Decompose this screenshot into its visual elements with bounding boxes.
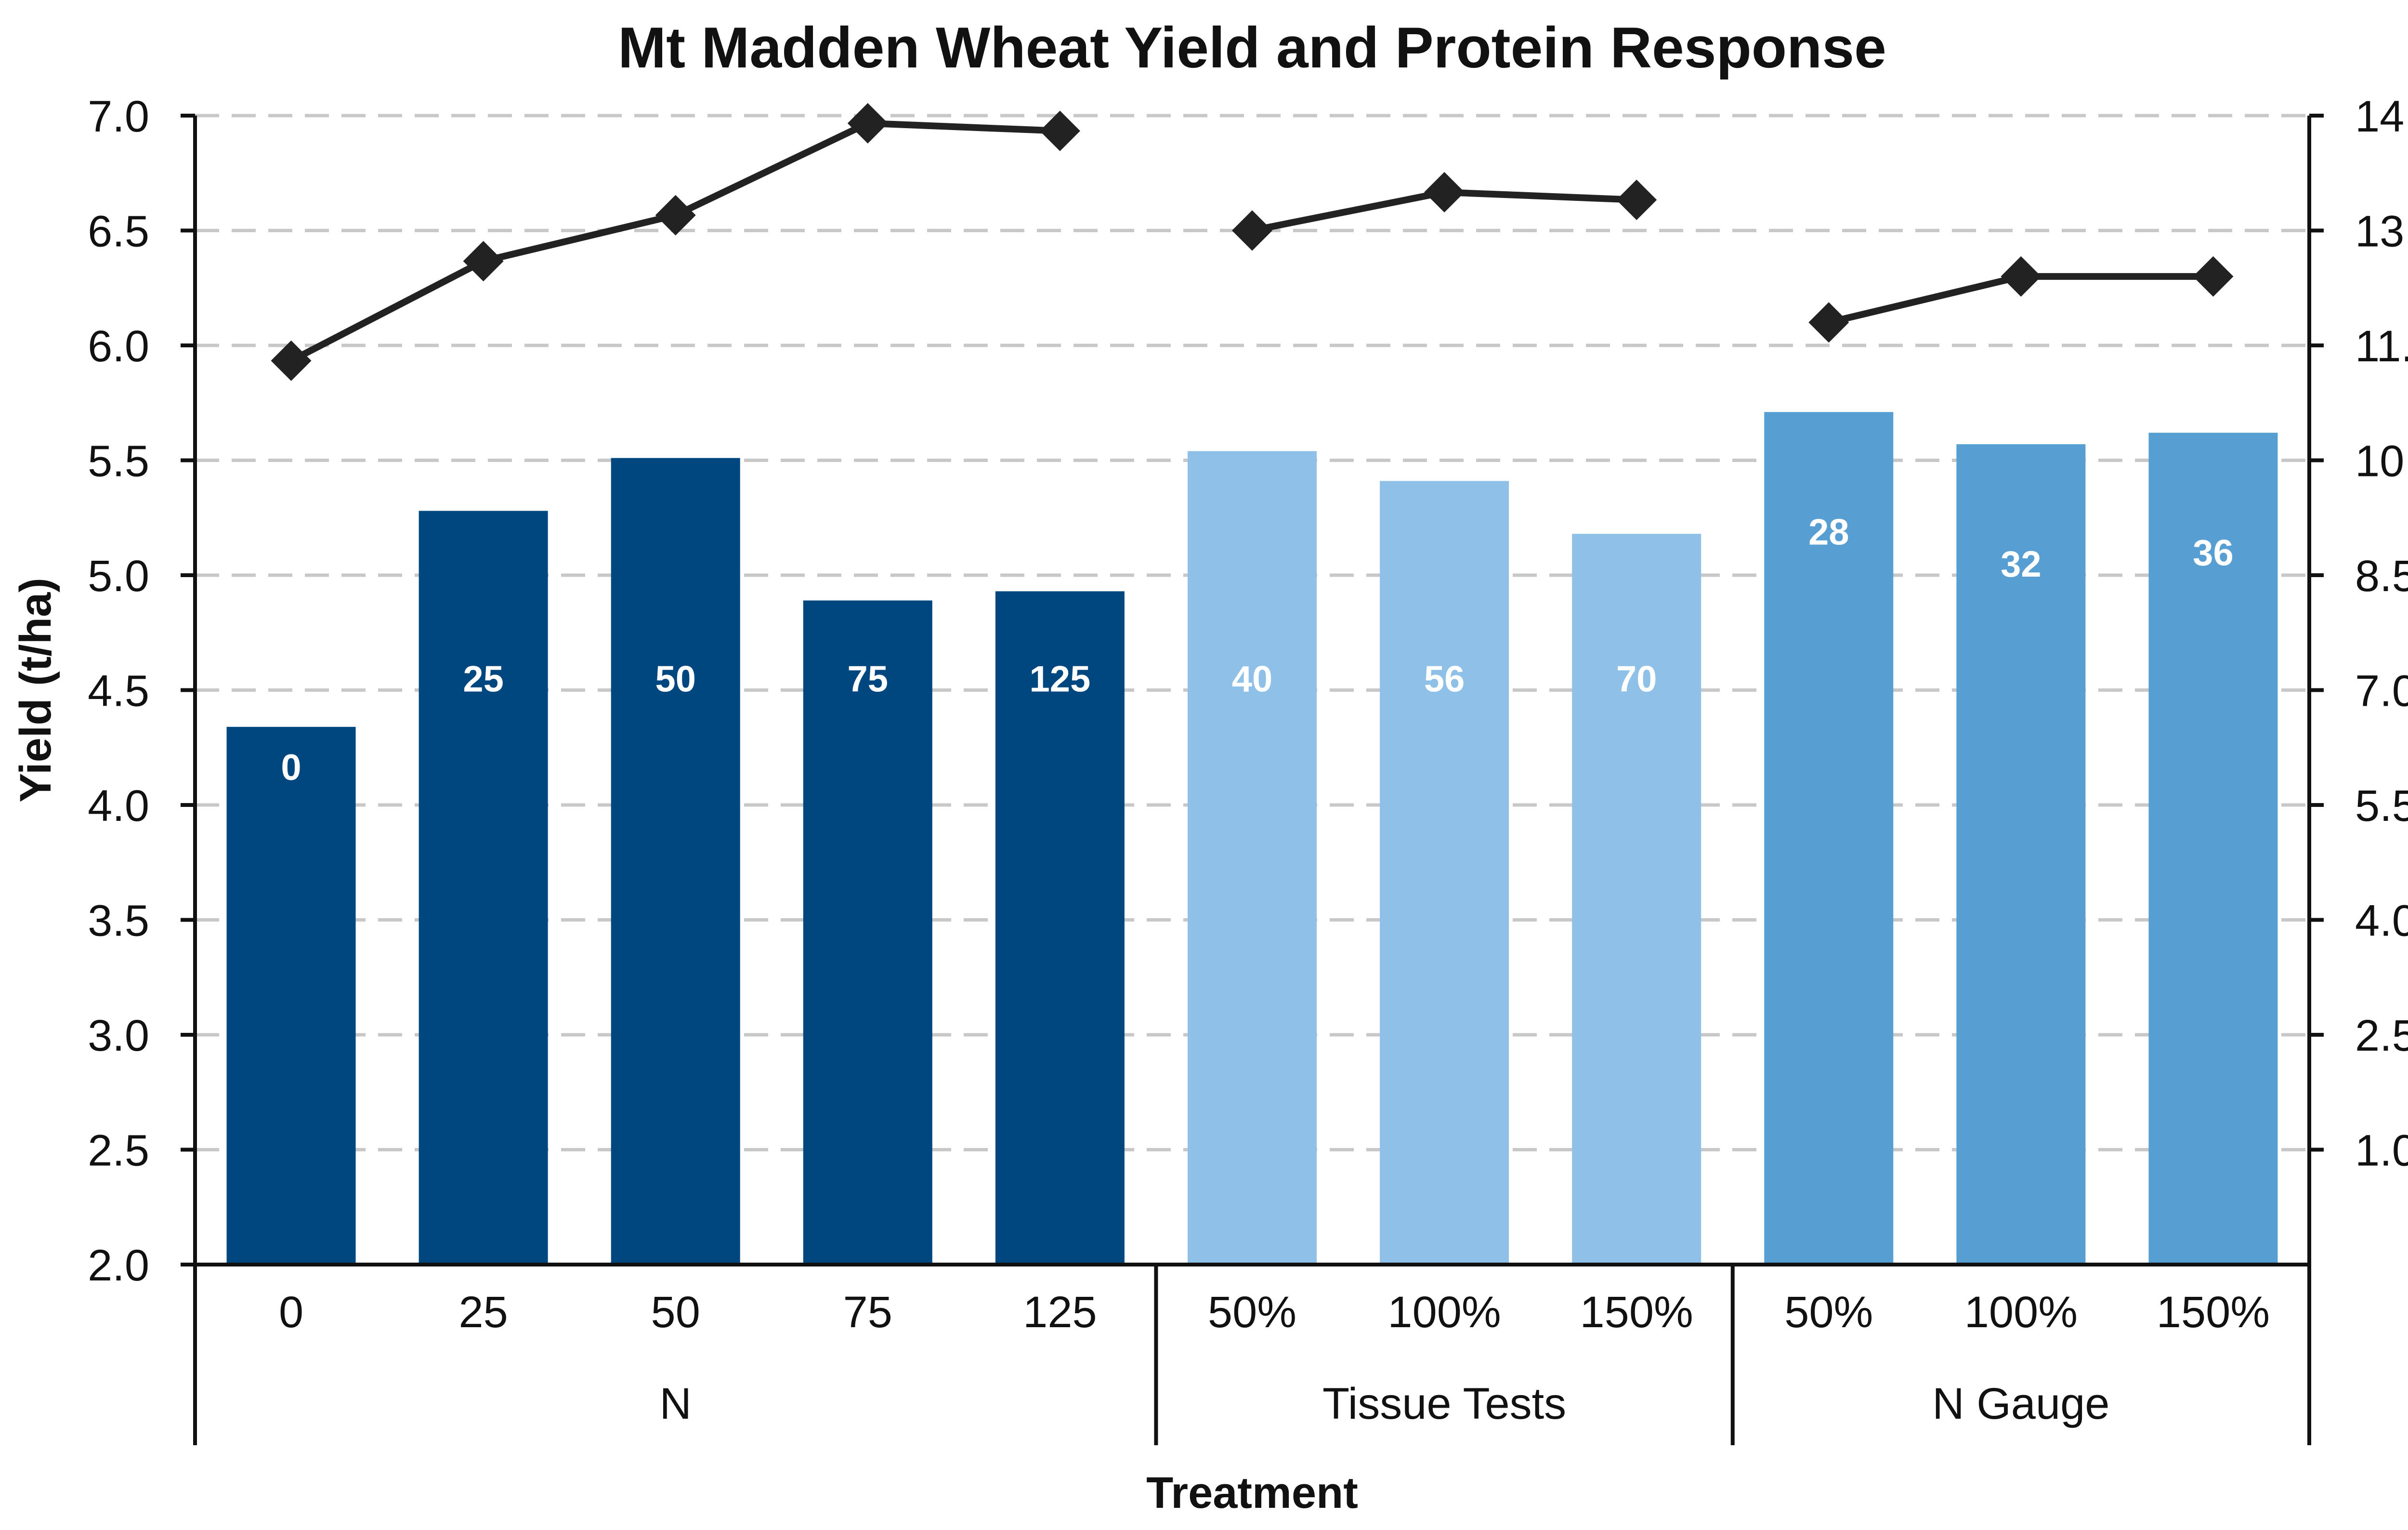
y2-tick-label: 5.5: [2355, 781, 2408, 831]
y-tick-label: 2.0: [88, 1241, 149, 1290]
y2-tick-label: 7.0: [2355, 667, 2408, 716]
bar-label: 40: [1232, 659, 1273, 700]
category-label: 50: [651, 1288, 700, 1337]
bar: [995, 591, 1125, 1265]
y2-tick-label: 13.0: [2355, 207, 2408, 256]
y-axis-title: Yield (t/ha): [11, 578, 60, 803]
bar: [419, 511, 548, 1265]
protein-marker: [1616, 179, 1657, 220]
y-tick-label: 3.5: [88, 897, 149, 946]
bar: [803, 600, 932, 1265]
y-tick-label: 4.5: [88, 667, 149, 716]
protein-marker: [2193, 256, 2234, 297]
protein-marker: [1039, 110, 1080, 151]
protein-marker: [847, 103, 888, 144]
y2-tick-label: 11.5: [2355, 322, 2408, 371]
y-tick-label: 7.0: [88, 92, 149, 141]
y2-tick-label: 14.5: [2355, 92, 2408, 141]
bar: [1956, 444, 2086, 1265]
bar-label: 56: [1424, 659, 1465, 700]
bar: [226, 726, 356, 1265]
category-label: 25: [458, 1288, 508, 1337]
category-label: 50%: [1208, 1288, 1296, 1337]
y2-tick-label: 10.0: [2355, 437, 2408, 486]
y-tick-label: 5.0: [88, 552, 149, 601]
bar-label: 70: [1616, 659, 1657, 700]
y2-tick-label: 8.5: [2355, 552, 2408, 601]
protein-marker: [2001, 256, 2042, 297]
protein-line: [289, 119, 1060, 364]
bar: [1188, 451, 1317, 1265]
category-label: 150%: [1580, 1288, 1693, 1337]
chart-title: Mt Madden Wheat Yield and Protein Respon…: [618, 15, 1886, 80]
bar: [611, 458, 740, 1265]
category-label: 100%: [1964, 1288, 2078, 1337]
y-tick-label: 5.5: [88, 437, 149, 486]
bar: [2148, 433, 2278, 1265]
y-tick-label: 6.5: [88, 207, 149, 256]
bar-label: 50: [655, 659, 696, 700]
category-label: 0: [279, 1288, 303, 1337]
protein-marker: [463, 241, 504, 282]
y-tick-label: 2.5: [88, 1126, 149, 1175]
protein-marker: [655, 195, 696, 236]
category-label: 75: [843, 1288, 892, 1337]
bars: [226, 412, 2278, 1265]
group-label: Tissue Tests: [1322, 1379, 1566, 1428]
protein-marker: [271, 340, 312, 381]
protein-lines: [271, 103, 2234, 381]
bar: [1764, 412, 1894, 1265]
bar: [1572, 534, 1701, 1265]
group-label: N: [660, 1379, 692, 1428]
protein-marker: [1232, 210, 1272, 251]
y2-tick-label: 2.5: [2355, 1011, 2408, 1060]
bar-label: 125: [1030, 659, 1091, 700]
bar-label: 28: [1808, 512, 1849, 553]
protein-marker: [1808, 302, 1849, 343]
labels: Mt Madden Wheat Yield and Protein Respon…: [11, 15, 2408, 1517]
category-label: 150%: [2157, 1288, 2270, 1337]
bar: [1380, 481, 1509, 1265]
group-label: N Gauge: [1932, 1379, 2109, 1428]
y2-tick-label: 4.0: [2355, 897, 2408, 946]
bar-label: 0: [281, 747, 301, 788]
category-label: 100%: [1387, 1288, 1501, 1337]
y-tick-label: 4.0: [88, 781, 149, 831]
axes: [181, 114, 2324, 1445]
protein-marker: [1424, 172, 1465, 212]
category-label: 50%: [1784, 1288, 1873, 1337]
x-axis-title: Treatment: [1146, 1468, 1358, 1517]
bar-label: 25: [463, 659, 504, 700]
bar-label: 36: [2193, 532, 2234, 573]
category-label: 125: [1023, 1288, 1097, 1337]
bar-label: 75: [848, 659, 889, 700]
bar-label: 32: [2001, 544, 2042, 585]
y2-tick-label: 1.0: [2355, 1126, 2408, 1175]
y-tick-label: 3.0: [88, 1011, 149, 1060]
y-tick-label: 6.0: [88, 322, 149, 371]
